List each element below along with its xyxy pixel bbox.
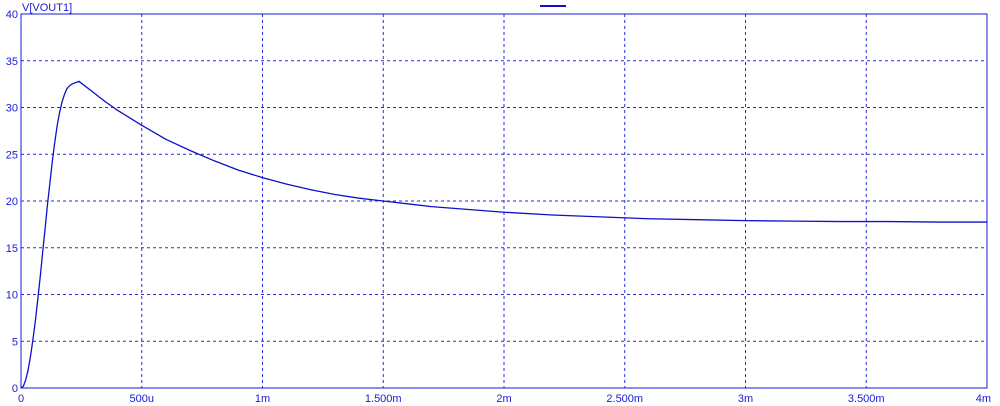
- y-tick-label: 20: [6, 196, 18, 208]
- x-tick-label: 3m: [738, 393, 753, 405]
- y-tick-label: 15: [6, 243, 18, 255]
- x-tick-label: 4m: [976, 393, 991, 405]
- y-tick-label: 35: [6, 56, 18, 68]
- y-tick-labels: 0 5 10 15 20 25 30 35 40: [6, 9, 18, 395]
- y-axis-label: V[VOUT1]: [22, 2, 72, 14]
- x-tick-label: 1.500m: [365, 393, 402, 405]
- y-tick-label: 0: [12, 383, 18, 395]
- x-tick-label: 3.500m: [848, 393, 885, 405]
- x-tick-label: 2m: [496, 393, 511, 405]
- x-tick-label: 2.500m: [606, 393, 643, 405]
- y-tick-label: 25: [6, 149, 18, 161]
- grid-lines: [21, 14, 987, 388]
- x-tick-label: 0: [18, 393, 24, 405]
- y-tick-label: 5: [12, 336, 18, 348]
- y-tick-label: 30: [6, 103, 18, 115]
- x-tick-labels: 0 500u 1m 1.500m 2m 2.500m 3m 3.500m 4m: [18, 393, 991, 405]
- y-tick-label: 40: [6, 9, 18, 21]
- series-layer: [20, 80, 987, 389]
- series-line-vout1: [20, 80, 987, 389]
- y-tick-label: 10: [6, 290, 18, 302]
- x-tick-label: 500u: [130, 393, 154, 405]
- x-tick-label: 1m: [255, 393, 270, 405]
- plot-frame: [20, 13, 988, 389]
